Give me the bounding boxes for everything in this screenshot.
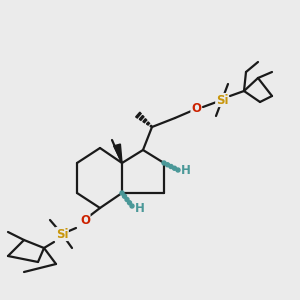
- Text: Si: Si: [56, 227, 68, 241]
- Circle shape: [122, 194, 127, 198]
- Text: Si: Si: [216, 94, 228, 106]
- Text: O: O: [191, 103, 201, 116]
- Circle shape: [130, 204, 134, 208]
- Circle shape: [120, 191, 124, 195]
- Circle shape: [172, 166, 176, 170]
- Polygon shape: [143, 119, 147, 123]
- Circle shape: [128, 201, 131, 205]
- Polygon shape: [146, 122, 149, 125]
- Polygon shape: [139, 116, 144, 120]
- Circle shape: [166, 163, 170, 167]
- Circle shape: [162, 161, 166, 165]
- Polygon shape: [114, 144, 122, 163]
- Circle shape: [125, 197, 129, 202]
- Polygon shape: [136, 112, 141, 118]
- Circle shape: [169, 164, 173, 169]
- Text: H: H: [181, 164, 191, 176]
- Text: H: H: [135, 202, 145, 214]
- Circle shape: [176, 168, 180, 172]
- Polygon shape: [150, 125, 152, 128]
- Text: O: O: [80, 214, 90, 227]
